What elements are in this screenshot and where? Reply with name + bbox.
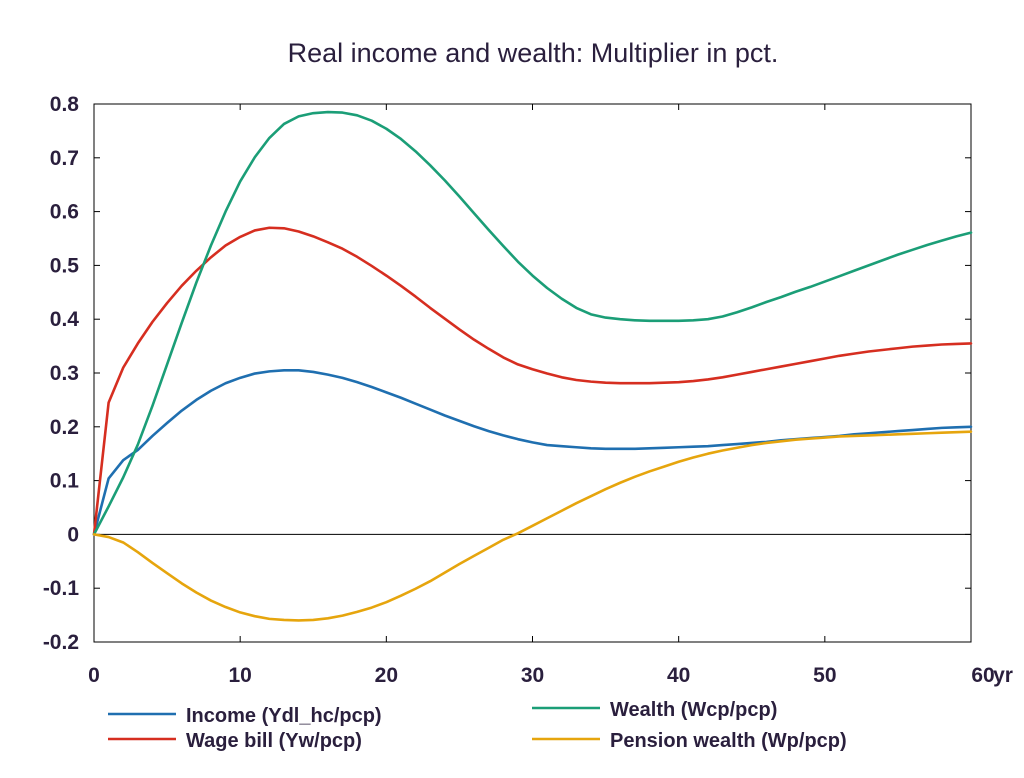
- tick-labels: -0.2 -0.1 0 0.1 0.2 0.3 0.4 0.5 0.6 0.7 0.8 0 10 20 30…: [43, 93, 1013, 687]
- y-tick-label: -0.2: [43, 631, 79, 654]
- legend-label-1: Income (Ydl_hc/pcp): [186, 705, 382, 727]
- x-tick-label: 60: [971, 664, 994, 687]
- x-unit-label: yr: [993, 664, 1013, 687]
- y-tick-label: 0.6: [50, 201, 79, 224]
- series-line-1: [92, 369, 973, 536]
- legend-label-2: Wage bill (Yw/pcp): [186, 730, 362, 752]
- y-tick-label: 0.8: [50, 93, 80, 116]
- series-line-4: [92, 430, 973, 622]
- x-tick-label: 10: [228, 664, 251, 687]
- y-tick-label: -0.1: [43, 577, 80, 600]
- plot-frame: [93, 103, 972, 643]
- x-tick-label: 50: [813, 664, 836, 687]
- series-line-2: [92, 226, 973, 536]
- axes: [93, 103, 972, 643]
- y-tick-label: 0.5: [50, 254, 80, 277]
- x-tick-label: 0: [88, 664, 100, 687]
- y-tick-label: 0.7: [50, 147, 79, 170]
- legend: Income (Ydl_hc/pcp) Wealth (Wcp/pcp) Wage …: [108, 699, 847, 752]
- y-tick-label: 0.2: [50, 416, 79, 439]
- series-line-3: [92, 110, 973, 536]
- x-tick-label: 40: [667, 664, 690, 687]
- y-tick-label: 0.1: [50, 470, 80, 493]
- y-tick-label: 0: [67, 523, 79, 546]
- x-tick-label: 20: [375, 664, 398, 687]
- series-lines: [92, 110, 973, 622]
- chart-title: Real income and wealth: Multiplier in pc…: [288, 38, 779, 68]
- y-tick-label: 0.4: [50, 308, 80, 331]
- x-tick-label: 30: [521, 664, 544, 687]
- y-tick-label: 0.3: [50, 362, 79, 385]
- legend-label-4: Pension wealth (Wp/pcp): [610, 730, 847, 752]
- legend-label-3: Wealth (Wcp/pcp): [610, 699, 777, 721]
